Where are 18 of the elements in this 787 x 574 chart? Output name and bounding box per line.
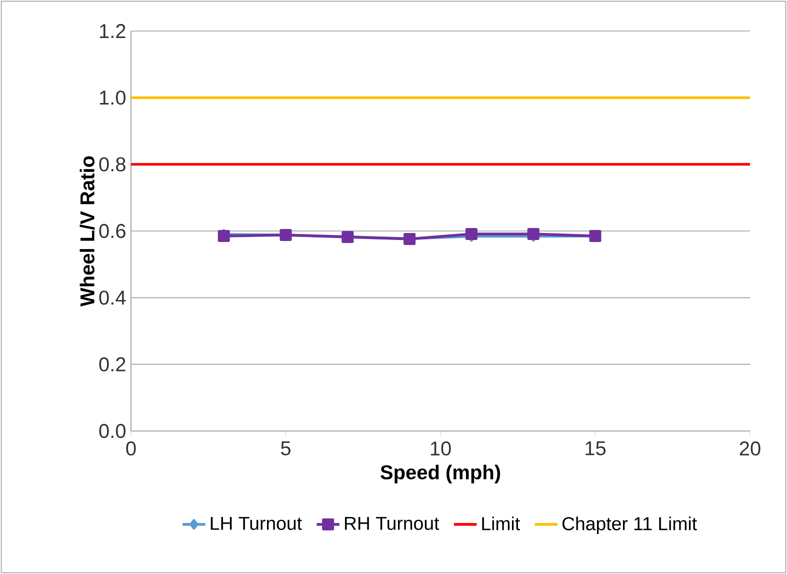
x-tick-label: 15: [586, 441, 606, 456]
y-axis-title: Wheel L/V Ratio: [80, 156, 95, 307]
y-tick-label: 1.2: [100, 24, 126, 38]
x-tick-label: 20: [740, 441, 760, 456]
x-tick-label: 0: [126, 441, 136, 456]
y-tick-label: 0.8: [99, 157, 126, 172]
legend-label: Limit: [482, 516, 520, 530]
legend-label: Chapter 11 Limit: [562, 516, 697, 534]
y-tick-label: 0.2: [99, 357, 126, 372]
y-tick-label: 0.4: [99, 290, 126, 305]
legend-label: LH Turnout: [210, 516, 302, 530]
x-axis-title: Speed (mph): [380, 464, 500, 484]
y-tick-label: 1.0: [100, 90, 126, 105]
y-tick-label: 0.0: [99, 424, 126, 438]
x-tick-label: 5: [280, 441, 290, 456]
y-tick-label: 0.6: [99, 224, 126, 238]
x-tick-label: 10: [430, 441, 451, 456]
legend-label: RH Turnout: [344, 516, 440, 530]
